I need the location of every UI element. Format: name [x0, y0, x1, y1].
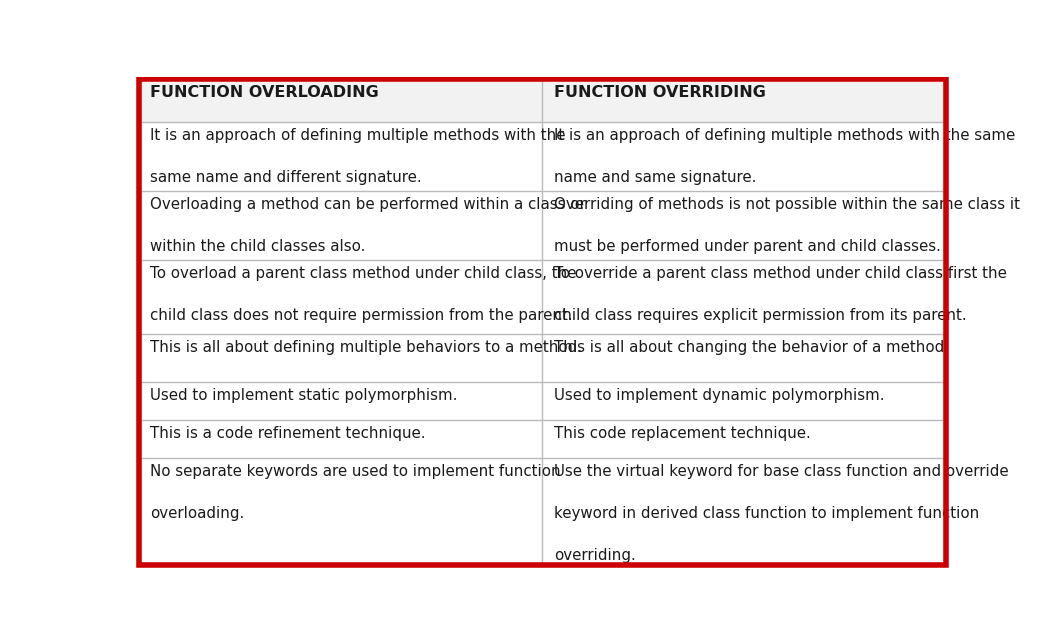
Text: FUNCTION OVERRIDING: FUNCTION OVERRIDING [553, 85, 766, 100]
Text: Used to implement static polymorphism.: Used to implement static polymorphism. [150, 388, 458, 403]
Text: Used to implement dynamic polymorphism.: Used to implement dynamic polymorphism. [553, 388, 884, 403]
Text: Overriding of methods is not possible within the same class it

must be performe: Overriding of methods is not possible wi… [553, 197, 1020, 254]
Text: It is an approach of defining multiple methods with the

same name and different: It is an approach of defining multiple m… [150, 128, 566, 185]
Text: This code replacement technique.: This code replacement technique. [553, 426, 810, 441]
Text: Use the virtual keyword for base class function and override

keyword in derived: Use the virtual keyword for base class f… [553, 464, 1008, 563]
Text: To override a parent class method under child class first the

child class requi: To override a parent class method under … [553, 265, 1006, 323]
Text: FUNCTION OVERLOADING: FUNCTION OVERLOADING [150, 85, 379, 100]
Text: This is all about changing the behavior of a method.: This is all about changing the behavior … [553, 339, 949, 355]
Text: Overloading a method can be performed within a class or

within the child classe: Overloading a method can be performed wi… [150, 197, 586, 254]
Text: It is an approach of defining multiple methods with the same

name and same sign: It is an approach of defining multiple m… [553, 128, 1015, 185]
Bar [139, 79, 946, 122]
Text: This is all about defining multiple behaviors to a method.: This is all about defining multiple beha… [150, 339, 582, 355]
Text: This is a code refinement technique.: This is a code refinement technique. [150, 426, 425, 441]
Text: To overload a parent class method under child class, the

child class does not r: To overload a parent class method under … [150, 265, 577, 323]
Text: No separate keywords are used to implement function

overloading.: No separate keywords are used to impleme… [150, 464, 561, 521]
